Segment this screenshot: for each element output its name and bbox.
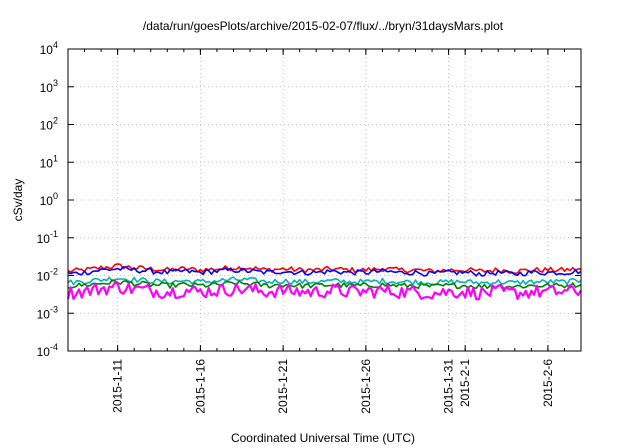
x-tick-label: 2015-2-1 [458, 359, 472, 407]
y-tick-label: 101 [40, 153, 58, 170]
series-layer [66, 263, 582, 301]
series-line-1 [67, 266, 582, 277]
y-tick-label: 10-2 [37, 267, 58, 284]
series-line-0 [67, 263, 581, 275]
chart-title: /data/run/goesPlots/archive/2015-02-07/f… [143, 19, 504, 33]
y-tick-label: 102 [40, 116, 58, 133]
x-tick-label: 2015-1-26 [359, 359, 373, 414]
y-tick-label: 10-4 [37, 342, 58, 359]
y-tick-label: 103 [40, 78, 58, 95]
x-axis: 2015-1-11 2015-1-16 2015-1-21 2015-1-26 2015… [67, 49, 582, 414]
x-tick-label: 2015-1-21 [276, 359, 290, 414]
y-tick-label: 10-1 [37, 229, 58, 246]
x-axis-label: Coordinated Universal Time (UTC) [231, 431, 415, 445]
y-tick-label: 100 [40, 191, 58, 208]
y-tick-label: 104 [40, 40, 58, 57]
x-tick-label: 2015-1-31 [442, 359, 456, 414]
x-tick-label: 2015-2-6 [541, 359, 555, 407]
y-tick-label: 10-3 [37, 304, 58, 321]
y-axis-label: cSv/day [11, 179, 25, 222]
x-tick-label: 2015-1-11 [111, 359, 125, 413]
series-line-2 [67, 276, 582, 286]
grid [68, 49, 581, 351]
x-tick-label: 2015-1-16 [193, 359, 207, 414]
series-line-4 [66, 281, 582, 301]
y-axis: 10-4 10-3 10-2 10-1 100 101 102 103 104 [37, 40, 581, 359]
